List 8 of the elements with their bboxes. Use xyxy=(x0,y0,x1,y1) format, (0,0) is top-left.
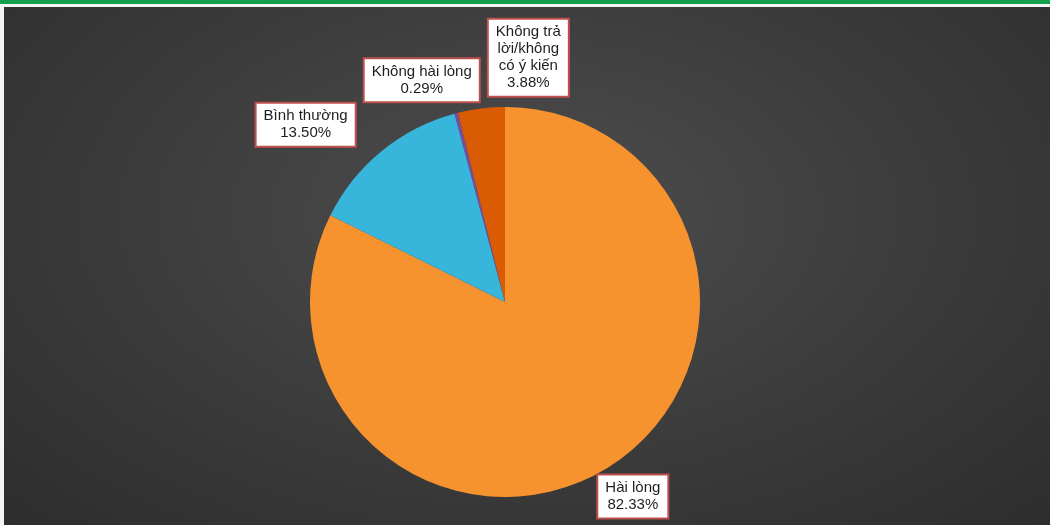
slice-label: Bình thường xyxy=(263,106,348,124)
slice-label: Không trả lời/không có ý kiến xyxy=(495,22,562,74)
data-label: 13.50% xyxy=(280,123,332,141)
data-label: 82.33% xyxy=(607,495,659,513)
slice-label: Hài lòng xyxy=(605,478,661,496)
slice-label: Không hài lòng xyxy=(371,61,472,79)
data-label: 3.88% xyxy=(507,73,550,91)
data-label: 0.29% xyxy=(400,78,444,96)
